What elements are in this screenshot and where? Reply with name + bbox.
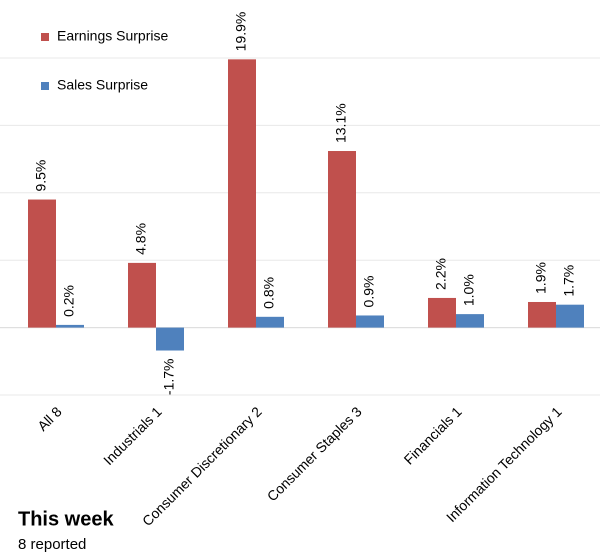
legend-label: Sales Surprise <box>57 77 148 93</box>
x-tick-label: All 8 <box>34 403 65 434</box>
bar <box>456 314 484 328</box>
bar <box>156 327 184 351</box>
legend-label: Earnings Surprise <box>57 28 168 44</box>
legend-swatch <box>41 82 49 90</box>
value-label: 1.0% <box>461 274 477 306</box>
bar <box>128 262 156 328</box>
bar <box>528 301 556 328</box>
value-label: 0.2% <box>61 285 77 317</box>
x-tick-label: Consumer Staples 3 <box>264 403 365 504</box>
value-label: 4.8% <box>133 223 149 255</box>
x-tick-label: Financials 1 <box>401 403 465 467</box>
x-tick-label: Information Technology 1 <box>443 403 565 525</box>
value-label: 19.9% <box>233 12 249 52</box>
value-label: 13.1% <box>333 103 349 143</box>
footer-subtitle: 8 reported <box>18 536 86 553</box>
bar <box>328 151 356 328</box>
bar <box>56 324 84 328</box>
value-label: 0.9% <box>361 276 377 308</box>
legend-swatch <box>41 33 49 41</box>
value-label: 2.2% <box>433 258 449 290</box>
value-label: -1.7% <box>161 359 177 396</box>
footer-title: This week <box>18 508 114 530</box>
value-label: 9.5% <box>33 160 49 192</box>
bar <box>428 297 456 328</box>
x-tick-label: Industrials 1 <box>100 403 165 468</box>
value-label: 1.9% <box>533 262 549 294</box>
value-label: 0.8% <box>261 277 277 309</box>
x-tick-label: Consumer Discretionary 2 <box>139 403 265 529</box>
value-label: 1.7% <box>561 265 577 297</box>
bar <box>356 315 384 328</box>
bar <box>28 199 56 328</box>
bar <box>256 316 284 328</box>
bar <box>556 304 584 328</box>
bar <box>228 59 256 328</box>
